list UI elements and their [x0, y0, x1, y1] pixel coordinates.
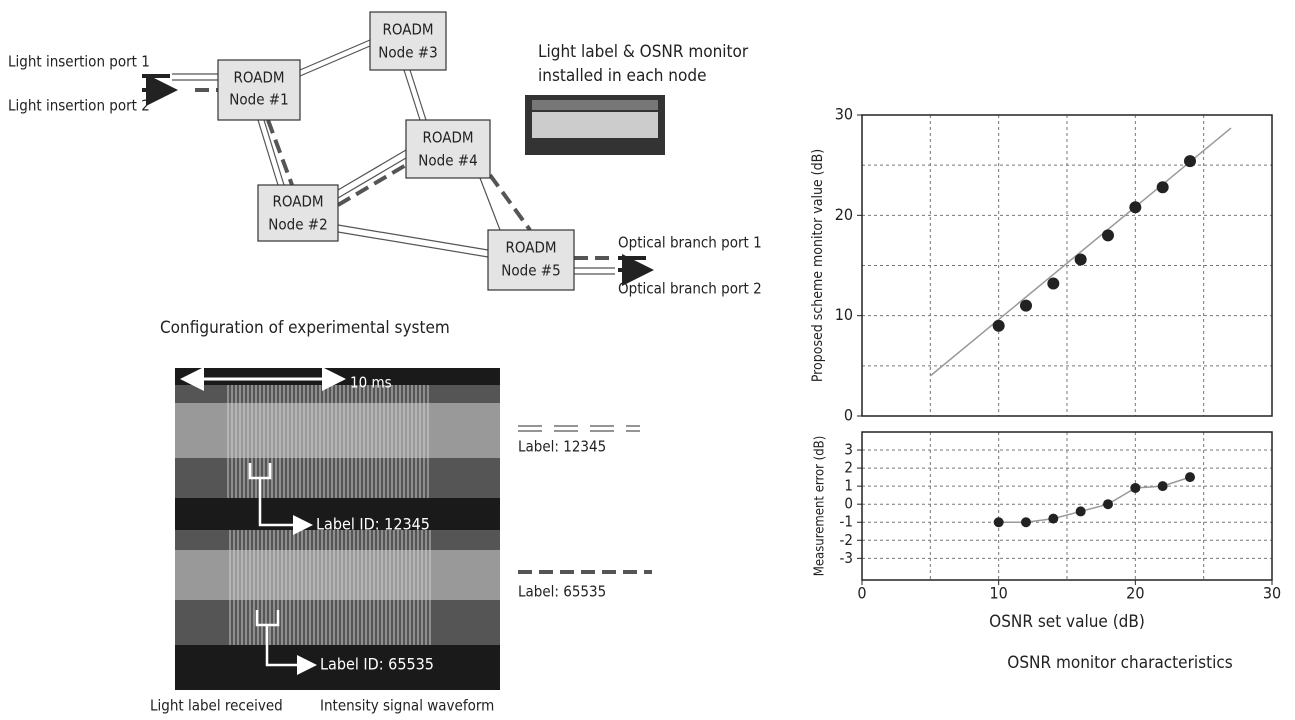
- waveform-caption: Light label received: [150, 697, 283, 715]
- port-arrow: [618, 258, 646, 270]
- fit-line: [929, 127, 1232, 377]
- data-point: [1129, 201, 1142, 214]
- legend-label: Label: 65535: [518, 583, 606, 601]
- node-label: ROADM: [506, 239, 557, 257]
- node-label: Node #5: [501, 262, 560, 280]
- data-point: [1130, 482, 1141, 493]
- waveform-annotations: 10 ms Label ID: 12345 Label ID: 65535 La…: [150, 367, 652, 715]
- legend-label: Label: 12345: [518, 438, 606, 456]
- plot-frame: [861, 114, 1273, 417]
- data-point: [1156, 181, 1169, 194]
- y-tick-label: 20: [835, 205, 853, 224]
- node-label: Node #4: [418, 152, 477, 170]
- node-box: [217, 59, 301, 121]
- node-label: Node #1: [229, 91, 288, 109]
- data-point: [1074, 253, 1087, 266]
- network-diagram: ROADM Node #1 ROADM Node #2 ROADM Node #…: [8, 11, 762, 338]
- node-label: ROADM: [383, 21, 434, 39]
- data-point: [1103, 499, 1113, 510]
- node-label: Node #3: [378, 44, 437, 62]
- legend-line: [518, 425, 640, 432]
- monitor-photo: [525, 95, 665, 155]
- x-tick-label: 30: [1263, 584, 1281, 603]
- node-label: ROADM: [234, 69, 285, 87]
- node-box: [405, 119, 491, 179]
- node-label: Node #2: [268, 216, 327, 234]
- port-label: Light insertion port 2: [8, 97, 150, 115]
- y-tick-label: -3: [840, 549, 853, 567]
- node-label: ROADM: [273, 193, 324, 211]
- node-box: [487, 229, 575, 291]
- label-pointer: [248, 463, 308, 525]
- label-pointer: [255, 610, 312, 665]
- data-point: [992, 319, 1005, 332]
- monitor-label: Light label & OSNR monitor: [538, 42, 749, 62]
- y-axis-label: Proposed scheme monitor value (dB): [810, 149, 826, 382]
- data-point: [1157, 481, 1168, 492]
- data-point: [1048, 513, 1059, 524]
- port-label: Optical branch port 1: [618, 234, 762, 252]
- monitor-label: installed in each node: [538, 66, 706, 86]
- data-point: [1020, 299, 1032, 312]
- x-tick-label: 20: [1126, 584, 1144, 603]
- x-tick-label: 0: [857, 584, 866, 603]
- y-tick-label: 2: [844, 459, 853, 477]
- y-tick-label: 0: [844, 495, 853, 513]
- waveform-panel: [175, 368, 500, 690]
- y-tick-label: -1: [840, 513, 853, 531]
- y-tick-label: 30: [835, 105, 853, 124]
- plot-frame: [861, 431, 1273, 581]
- data-point: [1185, 472, 1195, 483]
- data-point: [1102, 229, 1114, 242]
- port-label: Light insertion port 1: [8, 53, 150, 71]
- chart-caption: OSNR monitor characteristics: [1007, 653, 1232, 673]
- diagram-caption: Configuration of experimental system: [160, 318, 450, 338]
- data-point: [993, 517, 1004, 528]
- port-arrow: [142, 76, 170, 90]
- x-axis-label: OSNR set value (dB): [989, 612, 1145, 632]
- y-tick-label: 1: [844, 477, 853, 495]
- x-tick-label: 10: [990, 584, 1008, 603]
- data-point: [1075, 506, 1086, 517]
- data-point: [1184, 155, 1196, 168]
- y-tick-label: -2: [840, 531, 853, 549]
- data-point: [1021, 517, 1031, 528]
- node-box: [257, 184, 339, 242]
- label-id: Label ID: 65535: [320, 655, 434, 674]
- data-point: [1047, 277, 1060, 290]
- y-tick-label: 3: [844, 441, 853, 459]
- waveform-caption: Intensity signal waveform: [320, 697, 494, 715]
- node-label: ROADM: [423, 129, 474, 147]
- node-box: [369, 11, 447, 71]
- label-id: Label ID: 12345: [316, 515, 430, 534]
- port-label: Optical branch port 2: [618, 280, 762, 298]
- y-tick-label: 0: [844, 406, 853, 425]
- y-axis-label: Measurement error (dB): [813, 436, 828, 577]
- y-tick-label: 10: [835, 305, 853, 324]
- scale-label: 10 ms: [350, 374, 392, 392]
